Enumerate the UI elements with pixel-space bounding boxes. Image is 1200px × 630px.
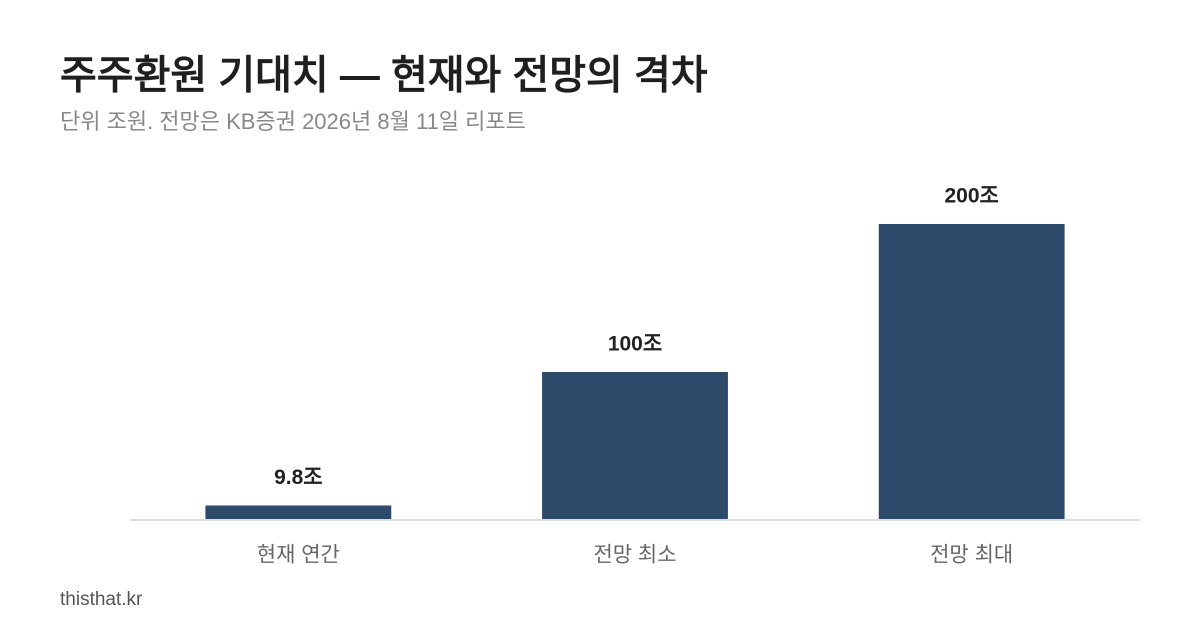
bar <box>542 372 728 520</box>
value-label: 9.8조 <box>274 466 323 489</box>
chart-subtitle: 단위 조원. 전망은 KB증권 2026년 8월 11일 리포트 <box>60 109 526 134</box>
x-tick-label: 전망 최대 <box>930 544 1013 567</box>
bar <box>205 505 392 520</box>
value-label: 200조 <box>944 185 998 208</box>
chart-title: 주주환원 기대치 — 현재와 전망의 격차 <box>60 54 708 98</box>
x-tick-label: 현재 연간 <box>257 544 340 567</box>
bar <box>878 224 1065 520</box>
value-label: 100조 <box>608 333 662 356</box>
footer: thisthat.kr <box>60 589 143 610</box>
x-tick-label: 전망 최소 <box>593 544 676 567</box>
